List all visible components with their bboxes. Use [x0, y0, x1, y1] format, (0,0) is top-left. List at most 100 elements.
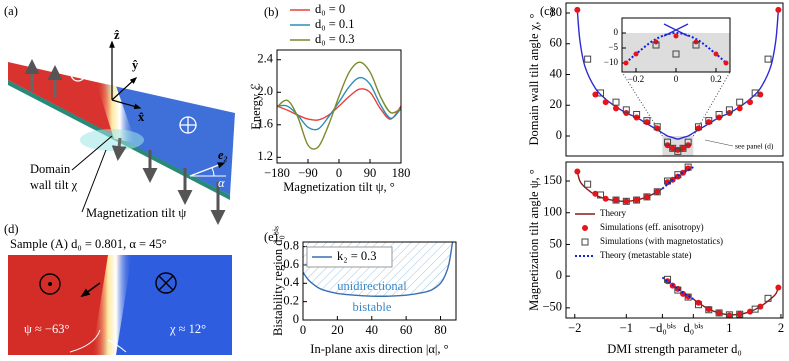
data-point: [757, 91, 764, 98]
data-point: [715, 110, 723, 118]
leader-line: [81, 149, 107, 213]
data-point: [684, 163, 692, 171]
x-tick-label: −d₀ᵇⁱˢ: [649, 321, 676, 335]
data-point: [747, 99, 754, 106]
data-point: [597, 191, 605, 199]
alpha-label: α: [218, 176, 225, 190]
y-tick-label: 0: [556, 268, 562, 282]
moment-arrow: [80, 282, 101, 298]
data-point: [757, 303, 764, 310]
y-tick-label: 2.0: [257, 84, 273, 98]
data-point: [736, 98, 744, 106]
x-tick-label: 180: [392, 166, 411, 180]
x-tick-label: −2: [568, 321, 581, 335]
legend-label: d₀ = 0.1: [315, 17, 355, 31]
data-point: [764, 294, 772, 302]
series-line: [276, 88, 402, 121]
leader-line: [71, 135, 113, 171]
legend-label: Simulations (eff. anisotropy): [600, 222, 704, 232]
y-tick-label: −5: [608, 42, 618, 52]
panel-label: (c): [540, 4, 554, 18]
data-point: [673, 33, 679, 39]
data-point: [751, 89, 759, 97]
x-tick-label: 2: [778, 321, 784, 335]
data-point: [584, 55, 592, 63]
x-tick-label: 40: [366, 323, 379, 337]
data-point: [674, 286, 682, 294]
x-tick-label: 0: [674, 74, 679, 84]
data-point: [602, 99, 609, 106]
x-tick-label: 20: [331, 323, 344, 337]
data-point: [633, 196, 641, 204]
region-label: unidirectional: [337, 279, 407, 293]
data-point: [622, 106, 630, 114]
data-point: [574, 6, 581, 13]
x-tick-label: 1: [726, 321, 732, 335]
angle-arc: [69, 329, 127, 353]
data-point: [751, 305, 759, 313]
panel-d: (d) Sample (A) d₀ = 0.801, α = 45° ψ ≈ −…: [4, 222, 232, 355]
panel-label: (d): [4, 222, 19, 236]
data-point: [747, 308, 754, 315]
data-point: [622, 197, 630, 205]
out-of-plane-symbol: [39, 273, 61, 295]
data-point: [680, 145, 687, 152]
panel-a: (a) ẑ ŷ x̂ e₂ α Domain wall tilt χ Magne…: [4, 4, 235, 225]
legend-swatch: [582, 225, 588, 231]
y-tick-label: 0: [614, 27, 619, 37]
data-point: [643, 117, 651, 125]
data-point: [705, 119, 712, 126]
bistable-region: [622, 33, 730, 72]
y-tick-label: 100: [543, 205, 562, 219]
data-point: [736, 310, 744, 318]
plot-frame: [565, 2, 784, 157]
legend-swatch: [581, 238, 589, 246]
series-line: [276, 76, 402, 131]
axis-label: x̂: [138, 110, 145, 124]
out-of-plane-symbol: [76, 72, 80, 76]
x-axis-label: Magnetization tilt ψ, °: [283, 180, 394, 194]
data-point: [716, 309, 723, 316]
x-tick-label: 0: [336, 166, 342, 180]
axis-label: ẑ: [114, 28, 120, 42]
x-tick-label: 80: [434, 323, 447, 337]
red-domain: [8, 62, 125, 141]
data-point: [623, 198, 630, 205]
data-point: [692, 41, 700, 49]
data-point: [602, 195, 609, 202]
data-point: [736, 311, 743, 318]
y-tick-label: 150: [543, 173, 562, 187]
x-tick-label: −0.2: [628, 74, 644, 84]
plot-frame: [621, 17, 731, 73]
panel-label: (a): [4, 4, 18, 18]
x-tick-label: 0: [300, 323, 306, 337]
data-point: [694, 123, 702, 131]
data-point: [653, 188, 661, 196]
data-point: [695, 299, 702, 306]
data-point: [654, 188, 661, 195]
legend-label: Theory (metastable state): [600, 250, 691, 260]
y-axis-label: Domain wall tilt angle χ, °: [527, 13, 541, 145]
data-point: [643, 193, 650, 200]
x-axis-label: In-plane axis direction |α|, °: [310, 342, 448, 356]
legend-label: d₀ = 0: [315, 2, 345, 16]
data-point: [612, 105, 619, 112]
y-tick-label: 0.2: [283, 294, 299, 308]
data-point: [623, 60, 629, 66]
legend-label: Simulations (with magnetostatics): [600, 236, 723, 246]
data-point: [612, 98, 620, 106]
y-tick-label: 60: [550, 36, 563, 50]
y-tick-label: 1.6: [257, 117, 273, 131]
data-point: [612, 196, 620, 204]
panel-label: (e): [264, 230, 278, 244]
series-line: [302, 241, 454, 297]
data-point: [633, 110, 641, 118]
data-point: [674, 171, 682, 179]
into-plane-symbol: [155, 272, 177, 294]
psi-label: ψ ≈ −63°: [24, 322, 69, 336]
data-point: [705, 306, 713, 314]
y-tick-label: −50: [542, 300, 562, 314]
series-line: [576, 9, 780, 140]
data-point: [713, 51, 719, 57]
y-axis-label: Energy ℰ: [249, 83, 263, 130]
